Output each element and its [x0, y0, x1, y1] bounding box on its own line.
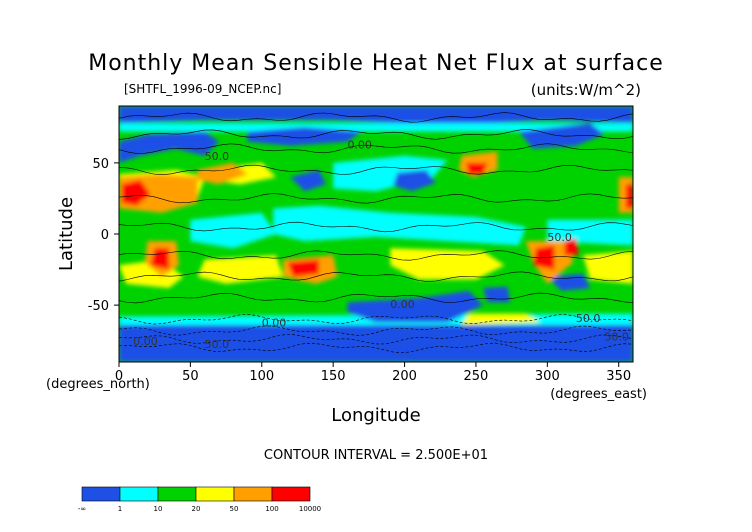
- contour-line: [119, 143, 633, 154]
- contour-label: 0.00: [133, 335, 158, 348]
- heatmap-region-brazil-east-red: [564, 238, 579, 256]
- contour-label: 0.00: [390, 298, 415, 311]
- y-tick-label: -50: [88, 299, 109, 314]
- colorbar-swatch: [81, 486, 121, 502]
- contour-line: [119, 193, 633, 204]
- units-label: (units:W/m^2): [531, 81, 641, 99]
- heatmap-region-central-asia-orange: [197, 162, 248, 185]
- contour-lines: [119, 112, 633, 354]
- colorbar-tick-label: 1: [118, 505, 122, 513]
- colorbar-swatch: [157, 486, 197, 502]
- chart-title: Monthly Mean Sensible Heat Net Flux at s…: [88, 51, 664, 76]
- colorbar-swatch: [195, 486, 235, 502]
- heatmap-region-south-pacific-yellow: [390, 248, 505, 280]
- contour-line: [119, 250, 633, 261]
- heatmap-region-north-pacific-cyan: [333, 155, 448, 192]
- x-axis-label: Longitude: [331, 405, 421, 426]
- heatmap-region-tropical-pacific-cyan: [273, 205, 526, 246]
- colorbar-tick-label: 100: [265, 505, 278, 513]
- contour-line: [119, 325, 633, 336]
- contour-line: [119, 314, 633, 325]
- y-tick-label: 50: [92, 157, 109, 172]
- heatmap-region-south-atlantic-blue: [547, 273, 591, 291]
- heatmap-region-indian-ocean-cyan: [190, 212, 277, 249]
- x-tick-label: 0: [115, 369, 123, 384]
- source-file-label: [SHTFL_1996-09_NCEP.nc]: [124, 82, 281, 96]
- contour-line: [119, 271, 633, 282]
- x-axis-units: (degrees_east): [550, 387, 647, 402]
- contour-line: [119, 221, 633, 233]
- contour-line: [119, 334, 633, 345]
- heatmap-region-australia-red: [287, 259, 319, 277]
- y-axis: 50 0 -50: [88, 157, 119, 314]
- heatmap-region-northern-cyan-strip: [119, 123, 633, 132]
- contour-label: 50.0: [205, 338, 230, 351]
- contour-label: 50.0: [604, 331, 629, 344]
- x-tick-label: 50: [182, 369, 199, 384]
- colorbar-tick-label: 20: [192, 505, 201, 513]
- x-tick-label: 350: [606, 369, 631, 384]
- colorbar-tick-label: 10000: [299, 505, 321, 513]
- colorbar-tick-label: 50: [230, 505, 239, 513]
- y-axis-units: (degrees_north): [46, 377, 150, 392]
- contour-line: [119, 129, 633, 140]
- heatmap-region-antarctic-band: [119, 322, 633, 362]
- contour-label: 0.00: [347, 139, 372, 152]
- colorbar-tick-label: -∞: [78, 505, 86, 513]
- heatmap-region-north-pacific-blue: [393, 170, 436, 192]
- contour-line: [119, 292, 633, 304]
- heatmap-region-south-pacific-blue: [347, 290, 484, 323]
- heatmap-region-siberia-blue: [247, 127, 362, 146]
- heatmap-region-southern-yellow-patch: [461, 313, 541, 325]
- heatmap-region-west-africa-edge-red: [625, 184, 633, 209]
- x-tick-label: 100: [249, 369, 274, 384]
- heatmap-region-japan-sea-blue: [290, 170, 326, 192]
- colorbar-tick-label: 10: [154, 505, 163, 513]
- x-tick-label: 250: [464, 369, 489, 384]
- x-tick-label: 300: [535, 369, 560, 384]
- x-tick-label: 200: [392, 369, 417, 384]
- heatmap-region-north-america-red: [466, 162, 488, 175]
- contour-line: [119, 112, 633, 123]
- x-tick-label: 150: [321, 369, 346, 384]
- heatmap-regions: [119, 106, 633, 362]
- contour-line: [119, 342, 633, 354]
- y-axis-label: Latitude: [56, 197, 77, 271]
- colorbar-swatch: [233, 486, 273, 502]
- contour-interval-label: CONTOUR INTERVAL = 2.500E+01: [264, 448, 488, 463]
- colorbar-swatch: [119, 486, 159, 502]
- heatmap-region-south-indian-yellow: [197, 255, 284, 284]
- heatmap-region-south-atlantic-yellow: [583, 251, 633, 284]
- contour-label: 50.0: [205, 150, 230, 163]
- y-tick-label: 0: [101, 228, 109, 243]
- heatmap-region-chile-coast-blue: [483, 286, 511, 303]
- contour-line: [119, 164, 633, 176]
- contour-label: 0.00: [262, 316, 287, 329]
- contour-label: 50.0: [547, 231, 572, 244]
- colorbar-swatch: [271, 486, 311, 502]
- colorbar: -∞ 1 10 20 50 100 10000: [78, 486, 321, 513]
- x-axis: 0 50 100 150 200 250 300 350: [115, 362, 631, 384]
- heatmap-region-tropical-atlantic-cyan: [547, 219, 633, 246]
- heatmap-region-northern-europe-blue: [119, 131, 219, 163]
- contour-label: 50.0: [576, 312, 601, 325]
- heatmap-region-sahara-red: [121, 180, 151, 206]
